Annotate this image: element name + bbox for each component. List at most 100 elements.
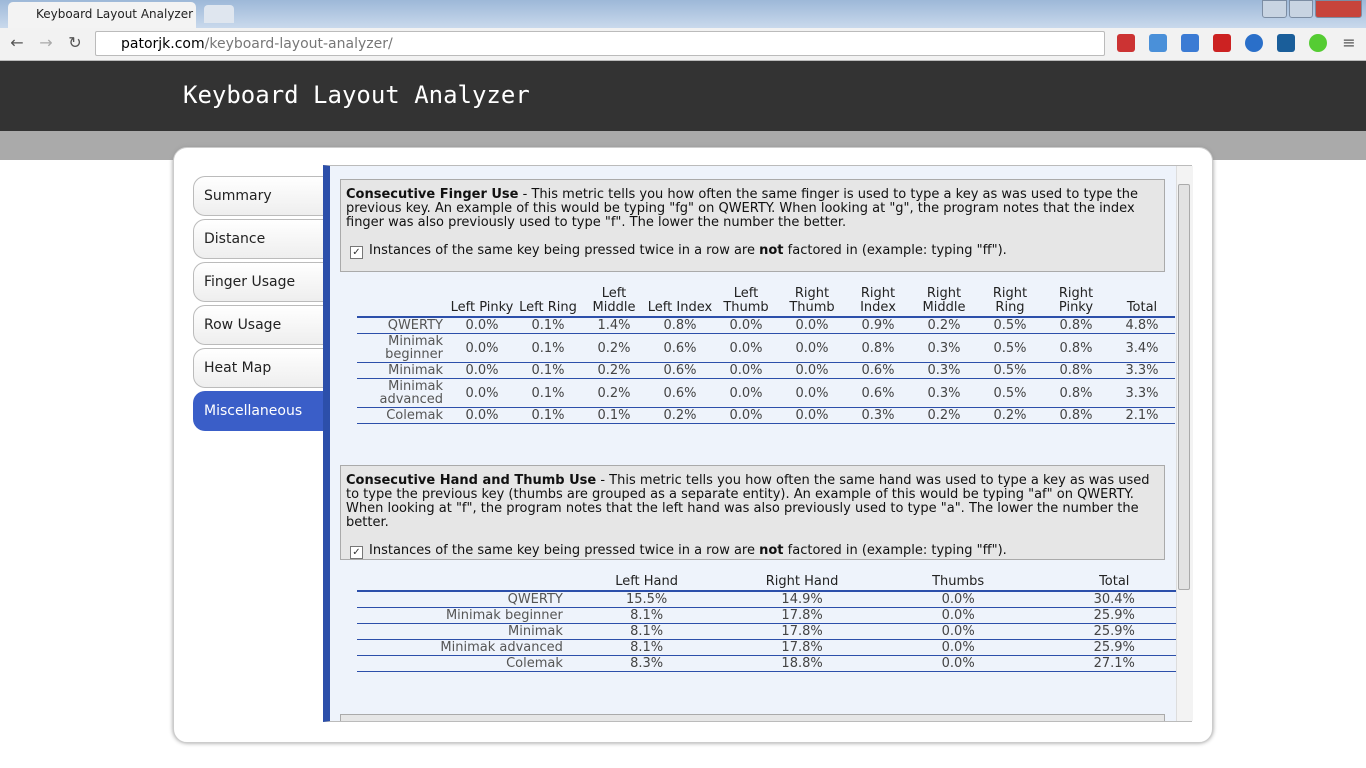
cell-value: 8.1% <box>568 607 725 624</box>
table-row: Minimak advanced 0.0% 0.1% 0.2% 0.6% 0.0% 0.0%… <box>357 378 1175 408</box>
cell-value: 0.0% <box>779 317 845 334</box>
column-header: Right Middle <box>911 287 977 318</box>
column-header: Right Hand <box>724 575 880 592</box>
nav-tab[interactable]: Row Usage <box>193 305 325 345</box>
extension-icon[interactable] <box>1277 34 1295 52</box>
scrollbar-thumb[interactable] <box>1178 184 1190 590</box>
new-tab-button[interactable] <box>204 5 234 23</box>
results-panel: Consecutive Finger Use - This metric tel… <box>323 165 1192 722</box>
back-button[interactable]: ← <box>10 33 24 52</box>
cell-value: 1.4% <box>581 317 647 334</box>
nav-tab[interactable]: Heat Map <box>193 348 325 388</box>
nav-tab[interactable]: Finger Usage <box>193 262 325 302</box>
checkbox[interactable]: ✓ <box>350 546 363 559</box>
cell-value: 25.9% <box>1036 623 1192 640</box>
metric-table: Left Hand Right Hand Thumbs Total QWERTY 15.5… <box>357 575 1192 672</box>
column-header: Left Index <box>647 287 713 318</box>
cell-value: 0.0% <box>449 317 515 334</box>
checkbox-label: factored in (example: typing "ff"). <box>787 543 1007 558</box>
cell-value: 0.6% <box>845 362 911 379</box>
checkbox-row: ✓ Instances of the same key being pressed… <box>346 544 1159 559</box>
extension-icon[interactable] <box>1245 34 1263 52</box>
cell-value: 25.9% <box>1036 607 1192 624</box>
column-header: Total <box>1036 575 1192 592</box>
row-label: Minimak advanced <box>357 639 569 656</box>
table-row: Minimak 0.0% 0.1% 0.2% 0.6% 0.0% 0.0% 0.6% 0.3% 0… <box>357 362 1175 379</box>
nav-tab[interactable]: Distance <box>193 219 325 259</box>
checkbox-label: factored in (example: typing "ff"). <box>787 243 1007 258</box>
cell-value: 0.8% <box>845 333 911 363</box>
cell-value: 0.8% <box>1043 378 1109 408</box>
row-label: Colemak <box>357 655 569 672</box>
nav-tab[interactable]: Summary <box>193 176 325 216</box>
cell-value: 0.9% <box>845 317 911 334</box>
extension-icon[interactable] <box>1181 34 1199 52</box>
url-host: patorjk.com <box>121 36 205 52</box>
extension-icon[interactable] <box>1309 34 1327 52</box>
metric-text: - This metric tells you how often the sa… <box>346 187 1138 230</box>
cell-value: 0.0% <box>779 407 845 424</box>
table-row: Colemak 8.3% 18.8% 0.0% 27.1% <box>357 655 1192 672</box>
cell-value: 25.9% <box>1036 639 1192 656</box>
table-row: Colemak 0.0% 0.1% 0.1% 0.2% 0.0% 0.0% 0.3% 0.2% 0… <box>357 407 1175 424</box>
cell-value: 3.3% <box>1109 378 1175 408</box>
cell-value: 2.1% <box>1109 407 1175 424</box>
table-row: QWERTY 15.5% 14.9% 0.0% 30.4% <box>357 591 1192 608</box>
table-row: Minimak beginner 0.0% 0.1% 0.2% 0.6% 0.0% 0.0%… <box>357 333 1175 363</box>
url-path: /keyboard-layout-analyzer/ <box>204 36 393 52</box>
cell-value: 0.6% <box>647 362 713 379</box>
cell-value: 3.4% <box>1109 333 1175 363</box>
cell-value: 8.1% <box>568 639 725 656</box>
cell-value: 0.0% <box>449 378 515 408</box>
cell-value: 0.2% <box>647 407 713 424</box>
cell-value: 0.0% <box>449 407 515 424</box>
minimize[interactable] <box>1262 0 1287 18</box>
cell-value: 0.8% <box>1043 333 1109 363</box>
cell-value: 0.0% <box>713 317 779 334</box>
cell-value: 0.0% <box>779 378 845 408</box>
column-header: Thumbs <box>879 575 1037 592</box>
close[interactable] <box>1315 0 1362 18</box>
cell-value: 27.1% <box>1036 655 1192 672</box>
extension-icon[interactable] <box>1117 34 1135 52</box>
cell-value: 0.8% <box>1043 362 1109 379</box>
row-label: Minimak beginner <box>357 333 449 363</box>
nav-tab[interactable]: Miscellaneous <box>193 391 325 431</box>
corner-cell <box>357 575 569 592</box>
cell-value: 17.8% <box>724 639 880 656</box>
cell-value: 0.3% <box>845 407 911 424</box>
metric-table: Left Pinky Left Ring Left Middle Left Index… <box>357 287 1175 424</box>
extension-icon[interactable] <box>1149 34 1167 52</box>
forward-button[interactable]: → <box>39 33 53 52</box>
reload-button[interactable]: ↻ <box>68 33 82 52</box>
menu-button[interactable]: ≡ <box>1342 33 1356 52</box>
tab-strip: Keyboard Layout Analyzer <box>0 0 1366 28</box>
cell-value: 17.8% <box>724 607 880 624</box>
extension-icon[interactable] <box>1213 34 1231 52</box>
column-header: Right Index <box>845 287 911 318</box>
cell-value: 0.0% <box>713 362 779 379</box>
cell-value: 4.8% <box>1109 317 1175 334</box>
column-header: Right Thumb <box>779 287 845 318</box>
cell-value: 0.1% <box>515 362 581 379</box>
cell-value: 0.0% <box>713 378 779 408</box>
corner-cell <box>357 287 449 318</box>
row-label: Colemak <box>357 407 449 424</box>
row-label: Minimak advanced <box>357 378 449 408</box>
checkbox[interactable]: ✓ <box>350 246 363 259</box>
table-row: Minimak 8.1% 17.8% 0.0% 25.9% <box>357 623 1192 640</box>
checkbox-row: ✓ Instances of the same key being pressed… <box>346 244 1159 259</box>
column-header: Left Ring <box>515 287 581 318</box>
browser-tab[interactable]: Keyboard Layout Analyzer <box>8 2 196 28</box>
cell-value: 0.5% <box>977 317 1043 334</box>
cell-value: 0.5% <box>977 362 1043 379</box>
cell-value: 30.4% <box>1036 591 1192 608</box>
cell-value: 0.2% <box>911 317 977 334</box>
cell-value: 0.5% <box>977 378 1043 408</box>
checkbox-label: Instances of the same key being pressed … <box>369 543 755 558</box>
column-header: Total <box>1109 287 1175 318</box>
maximize[interactable] <box>1288 0 1313 18</box>
column-header: Right Ring <box>977 287 1043 318</box>
address-bar[interactable]: patorjk.com/keyboard-layout-analyzer/ <box>95 31 1105 56</box>
